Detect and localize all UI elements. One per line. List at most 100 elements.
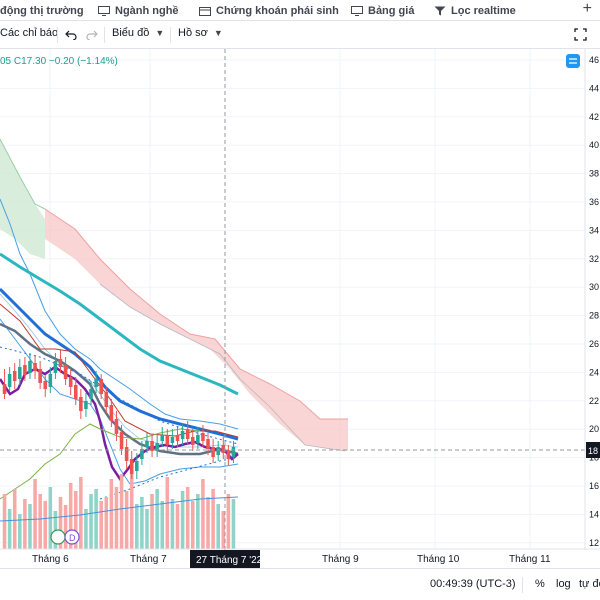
price-tick-label: 46 bbox=[589, 55, 599, 65]
candle-body bbox=[7, 374, 12, 387]
dotted-line-upper bbox=[0, 346, 239, 445]
volume-bar bbox=[231, 499, 236, 549]
price-tick-label: 20 bbox=[589, 424, 599, 434]
chart-grid bbox=[0, 49, 585, 549]
candle-body bbox=[18, 367, 22, 379]
current-price-badge bbox=[586, 442, 600, 458]
volume-bar bbox=[180, 491, 185, 549]
candle-body bbox=[145, 441, 149, 447]
fullscreen-icon[interactable] bbox=[574, 28, 587, 41]
ma-gray-line bbox=[0, 322, 239, 456]
log-scale-toggle[interactable]: log bbox=[556, 578, 571, 590]
volume-bar bbox=[150, 494, 154, 549]
swap-icon bbox=[569, 58, 577, 64]
chart-toolbar: Các chỉ báo Biểu đồ ▼ Hồ sơ ▼ bbox=[0, 21, 600, 49]
candle-body bbox=[114, 419, 119, 434]
candle-body bbox=[206, 439, 210, 449]
auto-scale-button[interactable] bbox=[566, 54, 580, 68]
price-tick-label: 36 bbox=[589, 197, 599, 207]
time-label-july: Tháng 7 bbox=[130, 554, 167, 565]
volume-bar bbox=[28, 504, 32, 549]
nav-derivatives[interactable]: Chứng khoán phái sinh bbox=[199, 3, 339, 18]
volume-bar bbox=[221, 511, 226, 549]
price-tick-label: 26 bbox=[589, 339, 599, 349]
price-axis[interactable]: 46 44 42 40 38 36 34 32 30 28 26 24 22 20 18 16 14 12 bbox=[589, 55, 599, 548]
candle-body bbox=[68, 377, 73, 387]
candle-body bbox=[23, 365, 27, 375]
toolbar-divider bbox=[104, 27, 105, 43]
candle-body bbox=[99, 379, 103, 394]
candle-body bbox=[84, 401, 88, 409]
nav-derivatives-label: Chứng khoán phái sinh bbox=[216, 4, 339, 17]
percent-scale-toggle[interactable]: % bbox=[535, 578, 545, 590]
toolbar-divider bbox=[170, 27, 171, 43]
candle-body bbox=[73, 385, 78, 399]
price-chart[interactable]: D 46 44 42 40 38 36 34 32 30 28 26 24 22 20 18 16 14 12 1… bbox=[0, 49, 600, 550]
chevron-down-icon: ▼ bbox=[155, 28, 165, 38]
volume-bar bbox=[84, 509, 88, 549]
volume-bar bbox=[155, 489, 159, 549]
add-tab-button[interactable]: + bbox=[582, 0, 592, 17]
volume-bar bbox=[129, 469, 134, 549]
volume-bar bbox=[206, 497, 210, 549]
crosshair-date-badge bbox=[190, 550, 260, 568]
redo-icon[interactable] bbox=[86, 28, 98, 40]
candle-body bbox=[119, 432, 124, 449]
candle-body bbox=[150, 441, 154, 451]
monitor-icon bbox=[98, 5, 110, 16]
candle-body bbox=[201, 433, 205, 441]
chart-type-dropdown[interactable]: Biểu đồ ▼ bbox=[112, 27, 164, 39]
candle-body bbox=[33, 363, 37, 371]
nav-price-board[interactable]: Bảng giá bbox=[351, 3, 414, 18]
volume-bar bbox=[94, 489, 98, 549]
candle-body bbox=[104, 392, 109, 407]
nav-market-activity-label: động thị trường bbox=[0, 4, 84, 17]
toolbar-divider bbox=[57, 27, 58, 43]
time-axis[interactable]: Tháng 6 Tháng 7 27 Tháng 7 '22 Tháng 9 T… bbox=[0, 550, 600, 568]
volume-bar bbox=[196, 494, 200, 549]
dotted-line-lower bbox=[99, 456, 239, 500]
volume-bar bbox=[216, 504, 220, 549]
indicators-label: Các chỉ báo bbox=[0, 27, 59, 39]
time-label-october: Tháng 10 bbox=[417, 554, 460, 565]
nav-realtime-filter[interactable]: Lọc realtime bbox=[434, 3, 516, 18]
candle-body bbox=[175, 435, 180, 441]
volume-bar bbox=[73, 491, 78, 549]
legend-ohlc-text: 05 C17.30 −0.20 (−1.14%) bbox=[0, 56, 118, 67]
nav-industries[interactable]: Ngành nghề bbox=[98, 3, 179, 18]
volume-bar bbox=[104, 497, 109, 549]
candle-body bbox=[160, 435, 165, 441]
ma-purple-line bbox=[0, 365, 239, 482]
volume-bar bbox=[160, 501, 165, 549]
time-label-november: Tháng 11 bbox=[509, 554, 551, 565]
price-tick-label: 14 bbox=[589, 509, 599, 519]
indicators-button[interactable]: Các chỉ báo bbox=[0, 27, 58, 39]
bottom-status-bar: 00:49:39 (UTC-3) % log tự độ bbox=[0, 568, 600, 600]
price-tick-label: 38 bbox=[589, 169, 599, 179]
event-marker-green[interactable] bbox=[50, 529, 66, 545]
price-tick-label: 42 bbox=[589, 112, 599, 122]
nav-market-activity[interactable]: động thị trường bbox=[0, 3, 84, 18]
time-label-june: Tháng 6 bbox=[32, 554, 69, 565]
candle-body bbox=[43, 381, 48, 389]
price-tick-label: 12 bbox=[589, 538, 599, 548]
undo-icon[interactable] bbox=[65, 28, 77, 40]
nav-industries-label: Ngành nghề bbox=[115, 4, 179, 17]
auto-scale-toggle[interactable]: tự độ bbox=[579, 578, 600, 590]
candlesticks bbox=[2, 349, 236, 479]
calendar-icon bbox=[199, 6, 211, 16]
candle-body bbox=[190, 437, 195, 445]
candle-body bbox=[226, 451, 231, 459]
clock-display: 00:49:39 (UTC-3) bbox=[430, 578, 516, 590]
nav-realtime-filter-label: Lọc realtime bbox=[451, 4, 516, 17]
volume-bar bbox=[7, 509, 12, 549]
profile-dropdown[interactable]: Hồ sơ ▼ bbox=[178, 27, 223, 39]
volume-bar bbox=[12, 489, 17, 549]
candle-body bbox=[109, 405, 114, 421]
chart-legend: 05 C17.30 −0.20 (−1.14%) bbox=[0, 56, 118, 67]
candle-body bbox=[48, 374, 53, 387]
candle-body bbox=[28, 361, 32, 373]
dividend-marker[interactable] bbox=[64, 529, 80, 545]
candle-body bbox=[180, 431, 185, 439]
nav-price-board-label: Bảng giá bbox=[368, 4, 415, 17]
